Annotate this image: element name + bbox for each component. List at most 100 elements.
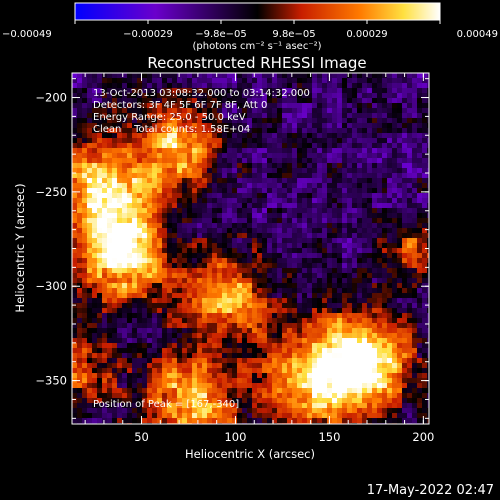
heatmap-cell (322, 383, 328, 389)
heatmap-cell (402, 358, 408, 364)
heatmap-cell (177, 228, 183, 234)
heatmap-cell (167, 353, 173, 359)
heatmap-cell (277, 373, 283, 379)
heatmap-cell (377, 248, 383, 254)
heatmap-cell (417, 383, 423, 389)
heatmap-cell (252, 408, 258, 414)
heatmap-cell (177, 328, 183, 334)
heatmap-cell (337, 88, 343, 94)
heatmap-cell (312, 283, 318, 289)
heatmap-cell (197, 123, 203, 129)
heatmap-cell (287, 248, 293, 254)
heatmap-cell (217, 328, 223, 334)
heatmap-cell (237, 238, 243, 244)
heatmap-cell (327, 163, 333, 169)
heatmap-cell (357, 223, 363, 229)
heatmap-cell (242, 228, 248, 234)
heatmap-cell (197, 218, 203, 224)
heatmap-cell (312, 183, 318, 189)
heatmap-cell (292, 178, 298, 184)
heatmap-cell (277, 358, 283, 364)
heatmap-cell (292, 378, 298, 384)
heatmap-cell (232, 273, 238, 279)
heatmap-cell (337, 408, 343, 414)
heatmap-cell (117, 348, 123, 354)
heatmap-cell (412, 288, 418, 294)
heatmap-cell (422, 118, 428, 124)
heatmap-cell (157, 318, 163, 324)
heatmap-cell (367, 203, 373, 209)
heatmap-cell (407, 328, 413, 334)
heatmap-cell (72, 163, 78, 169)
heatmap-cell (227, 398, 233, 404)
heatmap-cell (362, 113, 368, 119)
heatmap-cell (87, 88, 93, 94)
heatmap-cell (142, 383, 148, 389)
heatmap-cell (97, 173, 103, 179)
heatmap-cell (327, 413, 333, 419)
heatmap-cell (267, 188, 273, 194)
heatmap-cell (357, 303, 363, 309)
heatmap-cell (332, 398, 338, 404)
heatmap-cell (357, 148, 363, 154)
heatmap-cell (142, 173, 148, 179)
heatmap-cell (352, 133, 358, 139)
heatmap-cell (217, 368, 223, 374)
heatmap-cell (167, 173, 173, 179)
heatmap-cell (77, 193, 83, 199)
heatmap-cell (182, 208, 188, 214)
heatmap-cell (307, 393, 313, 399)
heatmap-cell (162, 73, 168, 79)
heatmap-cell (167, 413, 173, 419)
heatmap-cell (87, 418, 93, 424)
heatmap-cell (362, 143, 368, 149)
heatmap-cell (157, 98, 163, 104)
heatmap-cell (382, 88, 388, 94)
heatmap-cell (197, 313, 203, 319)
heatmap-cell (362, 248, 368, 254)
heatmap-cell (117, 368, 123, 374)
heatmap-cell (147, 413, 153, 419)
heatmap-cell (182, 378, 188, 384)
heatmap-cell (132, 278, 138, 284)
heatmap-cell (397, 398, 403, 404)
heatmap-cell (207, 93, 213, 99)
heatmap-cell (192, 338, 198, 344)
heatmap-cell (197, 78, 203, 84)
heatmap-cell (182, 353, 188, 359)
heatmap-cell (172, 253, 178, 259)
heatmap-cell (252, 323, 258, 329)
heatmap-cell (357, 108, 363, 114)
heatmap-cell (242, 343, 248, 349)
heatmap-cell (137, 293, 143, 299)
heatmap-cell (112, 403, 118, 409)
heatmap-cell (277, 368, 283, 374)
heatmap-cell (322, 238, 328, 244)
heatmap-cell (202, 278, 208, 284)
heatmap-cell (252, 198, 258, 204)
heatmap-cell (72, 213, 78, 219)
heatmap-cell (182, 153, 188, 159)
heatmap-cell (337, 373, 343, 379)
heatmap-cell (297, 353, 303, 359)
heatmap-cell (267, 278, 273, 284)
heatmap-cell (302, 173, 308, 179)
heatmap-cell (402, 208, 408, 214)
heatmap-cell (272, 283, 278, 289)
heatmap-cell (357, 323, 363, 329)
heatmap-cell (262, 228, 268, 234)
heatmap-cell (297, 273, 303, 279)
heatmap-cell (392, 363, 398, 369)
heatmap-cell (397, 203, 403, 209)
heatmap-cell (72, 413, 78, 419)
heatmap-cell (247, 128, 253, 134)
heatmap-cell (257, 213, 263, 219)
heatmap-cell (282, 373, 288, 379)
heatmap-cell (402, 103, 408, 109)
heatmap-cell (192, 148, 198, 154)
heatmap-cell (172, 143, 178, 149)
heatmap-cell (357, 243, 363, 249)
heatmap-cell (207, 373, 213, 379)
heatmap-cell (202, 178, 208, 184)
heatmap-cell (87, 103, 93, 109)
